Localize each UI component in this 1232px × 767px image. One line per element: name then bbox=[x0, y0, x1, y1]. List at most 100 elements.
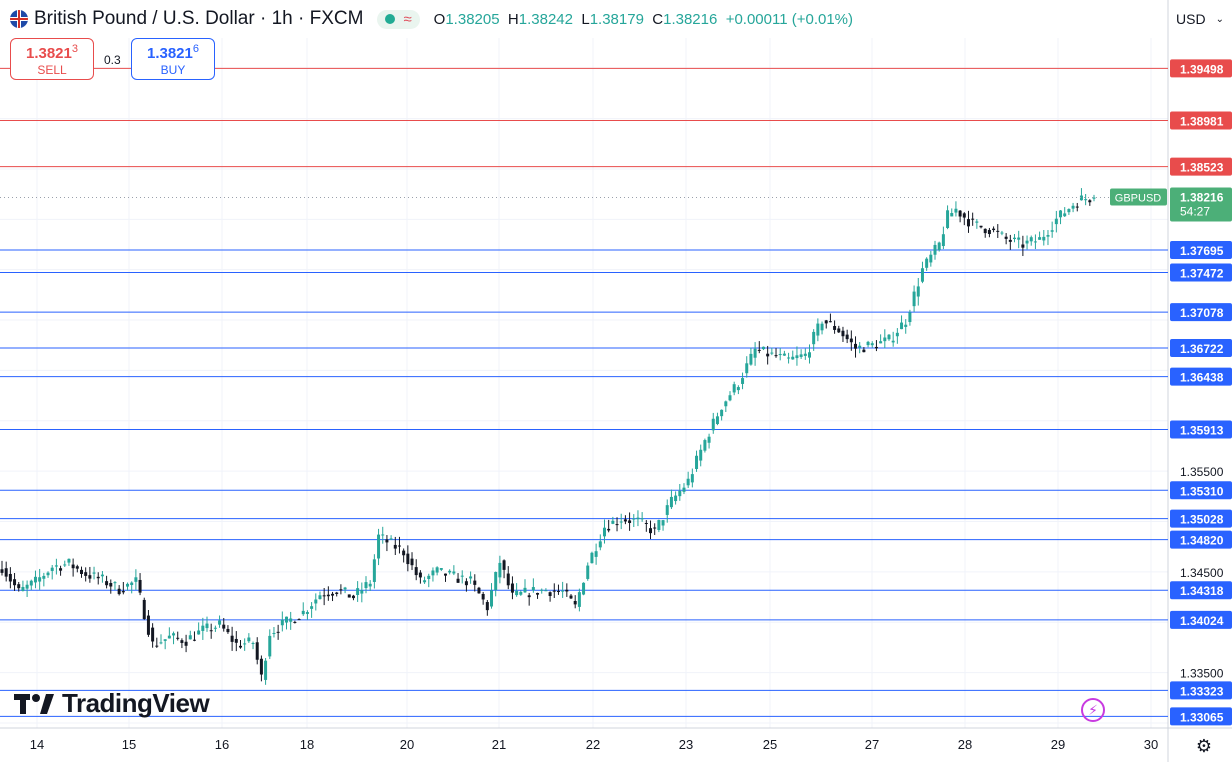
candle-body bbox=[460, 575, 464, 577]
candle-body bbox=[611, 520, 615, 524]
candle-body bbox=[527, 595, 531, 598]
support-level-label-bg bbox=[1170, 681, 1232, 700]
candle-body bbox=[791, 356, 795, 360]
candle-body bbox=[1079, 195, 1083, 201]
candle-body bbox=[377, 534, 381, 559]
candle-body bbox=[590, 552, 594, 564]
bolt-icon[interactable]: ⚡ bbox=[1081, 698, 1105, 722]
candle-body bbox=[745, 363, 749, 374]
x-tick-label: 28 bbox=[958, 737, 972, 752]
candle-body bbox=[958, 210, 962, 217]
support-level-label: 1.36438 bbox=[1180, 371, 1224, 385]
buy-button[interactable]: 1.38216 BUY bbox=[131, 38, 215, 80]
support-level-label: 1.37472 bbox=[1180, 266, 1224, 280]
candle-body bbox=[544, 590, 548, 592]
candle-body bbox=[381, 534, 385, 536]
candle-body bbox=[753, 348, 757, 358]
candle-body bbox=[230, 635, 234, 642]
candle-body bbox=[586, 565, 590, 579]
symbol-title[interactable]: British Pound / U.S. Dollar · 1h · FXCM bbox=[34, 8, 364, 29]
candle-body bbox=[293, 621, 297, 623]
x-tick-label: 25 bbox=[763, 737, 777, 752]
candle-body bbox=[845, 334, 849, 340]
currency-selector[interactable]: USD ⌄ bbox=[1168, 0, 1232, 38]
candle-body bbox=[577, 592, 581, 607]
candle-body bbox=[96, 576, 100, 579]
candle-body bbox=[410, 558, 414, 566]
support-level-label-bg bbox=[1170, 530, 1232, 549]
candle-body bbox=[686, 478, 690, 486]
support-level-label-bg bbox=[1170, 339, 1232, 358]
candle-body bbox=[25, 584, 29, 589]
candle-body bbox=[983, 228, 987, 234]
candle-body bbox=[402, 550, 406, 556]
candle-body bbox=[782, 353, 786, 356]
candle-body bbox=[820, 323, 824, 331]
candle-body bbox=[21, 586, 25, 592]
candle-body bbox=[469, 576, 473, 579]
x-tick-label: 14 bbox=[30, 737, 44, 752]
gear-icon[interactable]: ⚙ bbox=[1195, 735, 1213, 756]
candle-body bbox=[481, 593, 485, 600]
candle-body bbox=[134, 577, 138, 582]
candle-body bbox=[368, 583, 372, 587]
candle-body bbox=[812, 331, 816, 345]
y-tick-label: 1.34500 bbox=[1180, 566, 1224, 580]
candle-body bbox=[795, 355, 799, 359]
candle-body bbox=[1046, 235, 1050, 237]
market-status-pill[interactable]: ≈ bbox=[377, 9, 420, 29]
candle-body bbox=[887, 334, 891, 340]
candle-body bbox=[966, 219, 970, 227]
candle-body bbox=[213, 627, 217, 629]
candle-body bbox=[130, 582, 134, 586]
brand-name: TradingView bbox=[62, 688, 210, 718]
candle-body bbox=[188, 635, 192, 640]
candle-body bbox=[598, 541, 602, 548]
currency-label: USD bbox=[1176, 11, 1206, 27]
candle-body bbox=[1071, 205, 1075, 209]
candle-body bbox=[414, 567, 418, 576]
chevron-down-icon: ⌄ bbox=[1215, 13, 1224, 25]
candle-body bbox=[121, 591, 125, 593]
x-tick-label: 21 bbox=[492, 737, 506, 752]
tradingview-logo-icon bbox=[14, 693, 54, 714]
candle-body bbox=[1029, 237, 1033, 242]
candle-body bbox=[155, 645, 159, 647]
support-level-label-bg bbox=[1170, 263, 1232, 282]
ohlc-values: O1.38205 H1.38242 L1.38179 C1.38216 +0.0… bbox=[434, 11, 853, 28]
candle-body bbox=[192, 639, 196, 641]
x-tick-label: 15 bbox=[122, 737, 136, 752]
candle-body bbox=[619, 521, 623, 523]
candle-body bbox=[498, 562, 502, 578]
candle-body bbox=[891, 340, 895, 343]
candle-body bbox=[297, 619, 301, 621]
candle-body bbox=[372, 559, 376, 582]
candle-body bbox=[385, 539, 389, 543]
candle-body bbox=[1004, 236, 1008, 239]
candle-body bbox=[908, 312, 912, 323]
ohlc-high-value: 1.38242 bbox=[518, 10, 573, 28]
candle-body bbox=[636, 517, 640, 520]
candle-body bbox=[17, 584, 21, 589]
candle-body bbox=[117, 588, 121, 595]
candle-body bbox=[456, 578, 460, 583]
y-tick-label: 1.33500 bbox=[1180, 667, 1224, 681]
candle-body bbox=[858, 345, 862, 348]
candle-body bbox=[552, 590, 556, 592]
support-level-label: 1.34820 bbox=[1180, 534, 1224, 548]
sell-button[interactable]: 1.38213 SELL bbox=[10, 38, 94, 80]
candle-body bbox=[222, 624, 226, 629]
candle-body bbox=[720, 409, 724, 417]
candle-body bbox=[0, 569, 4, 573]
candle-body bbox=[1059, 210, 1063, 218]
candle-body bbox=[933, 244, 937, 255]
candle-body bbox=[787, 357, 791, 359]
ohlc-close-value: 1.38216 bbox=[663, 10, 718, 28]
candle-body bbox=[197, 630, 201, 635]
spread-value: 0.3 bbox=[104, 53, 121, 67]
candle-body bbox=[280, 619, 284, 626]
candle-body bbox=[163, 639, 167, 641]
candle-body bbox=[987, 229, 991, 234]
